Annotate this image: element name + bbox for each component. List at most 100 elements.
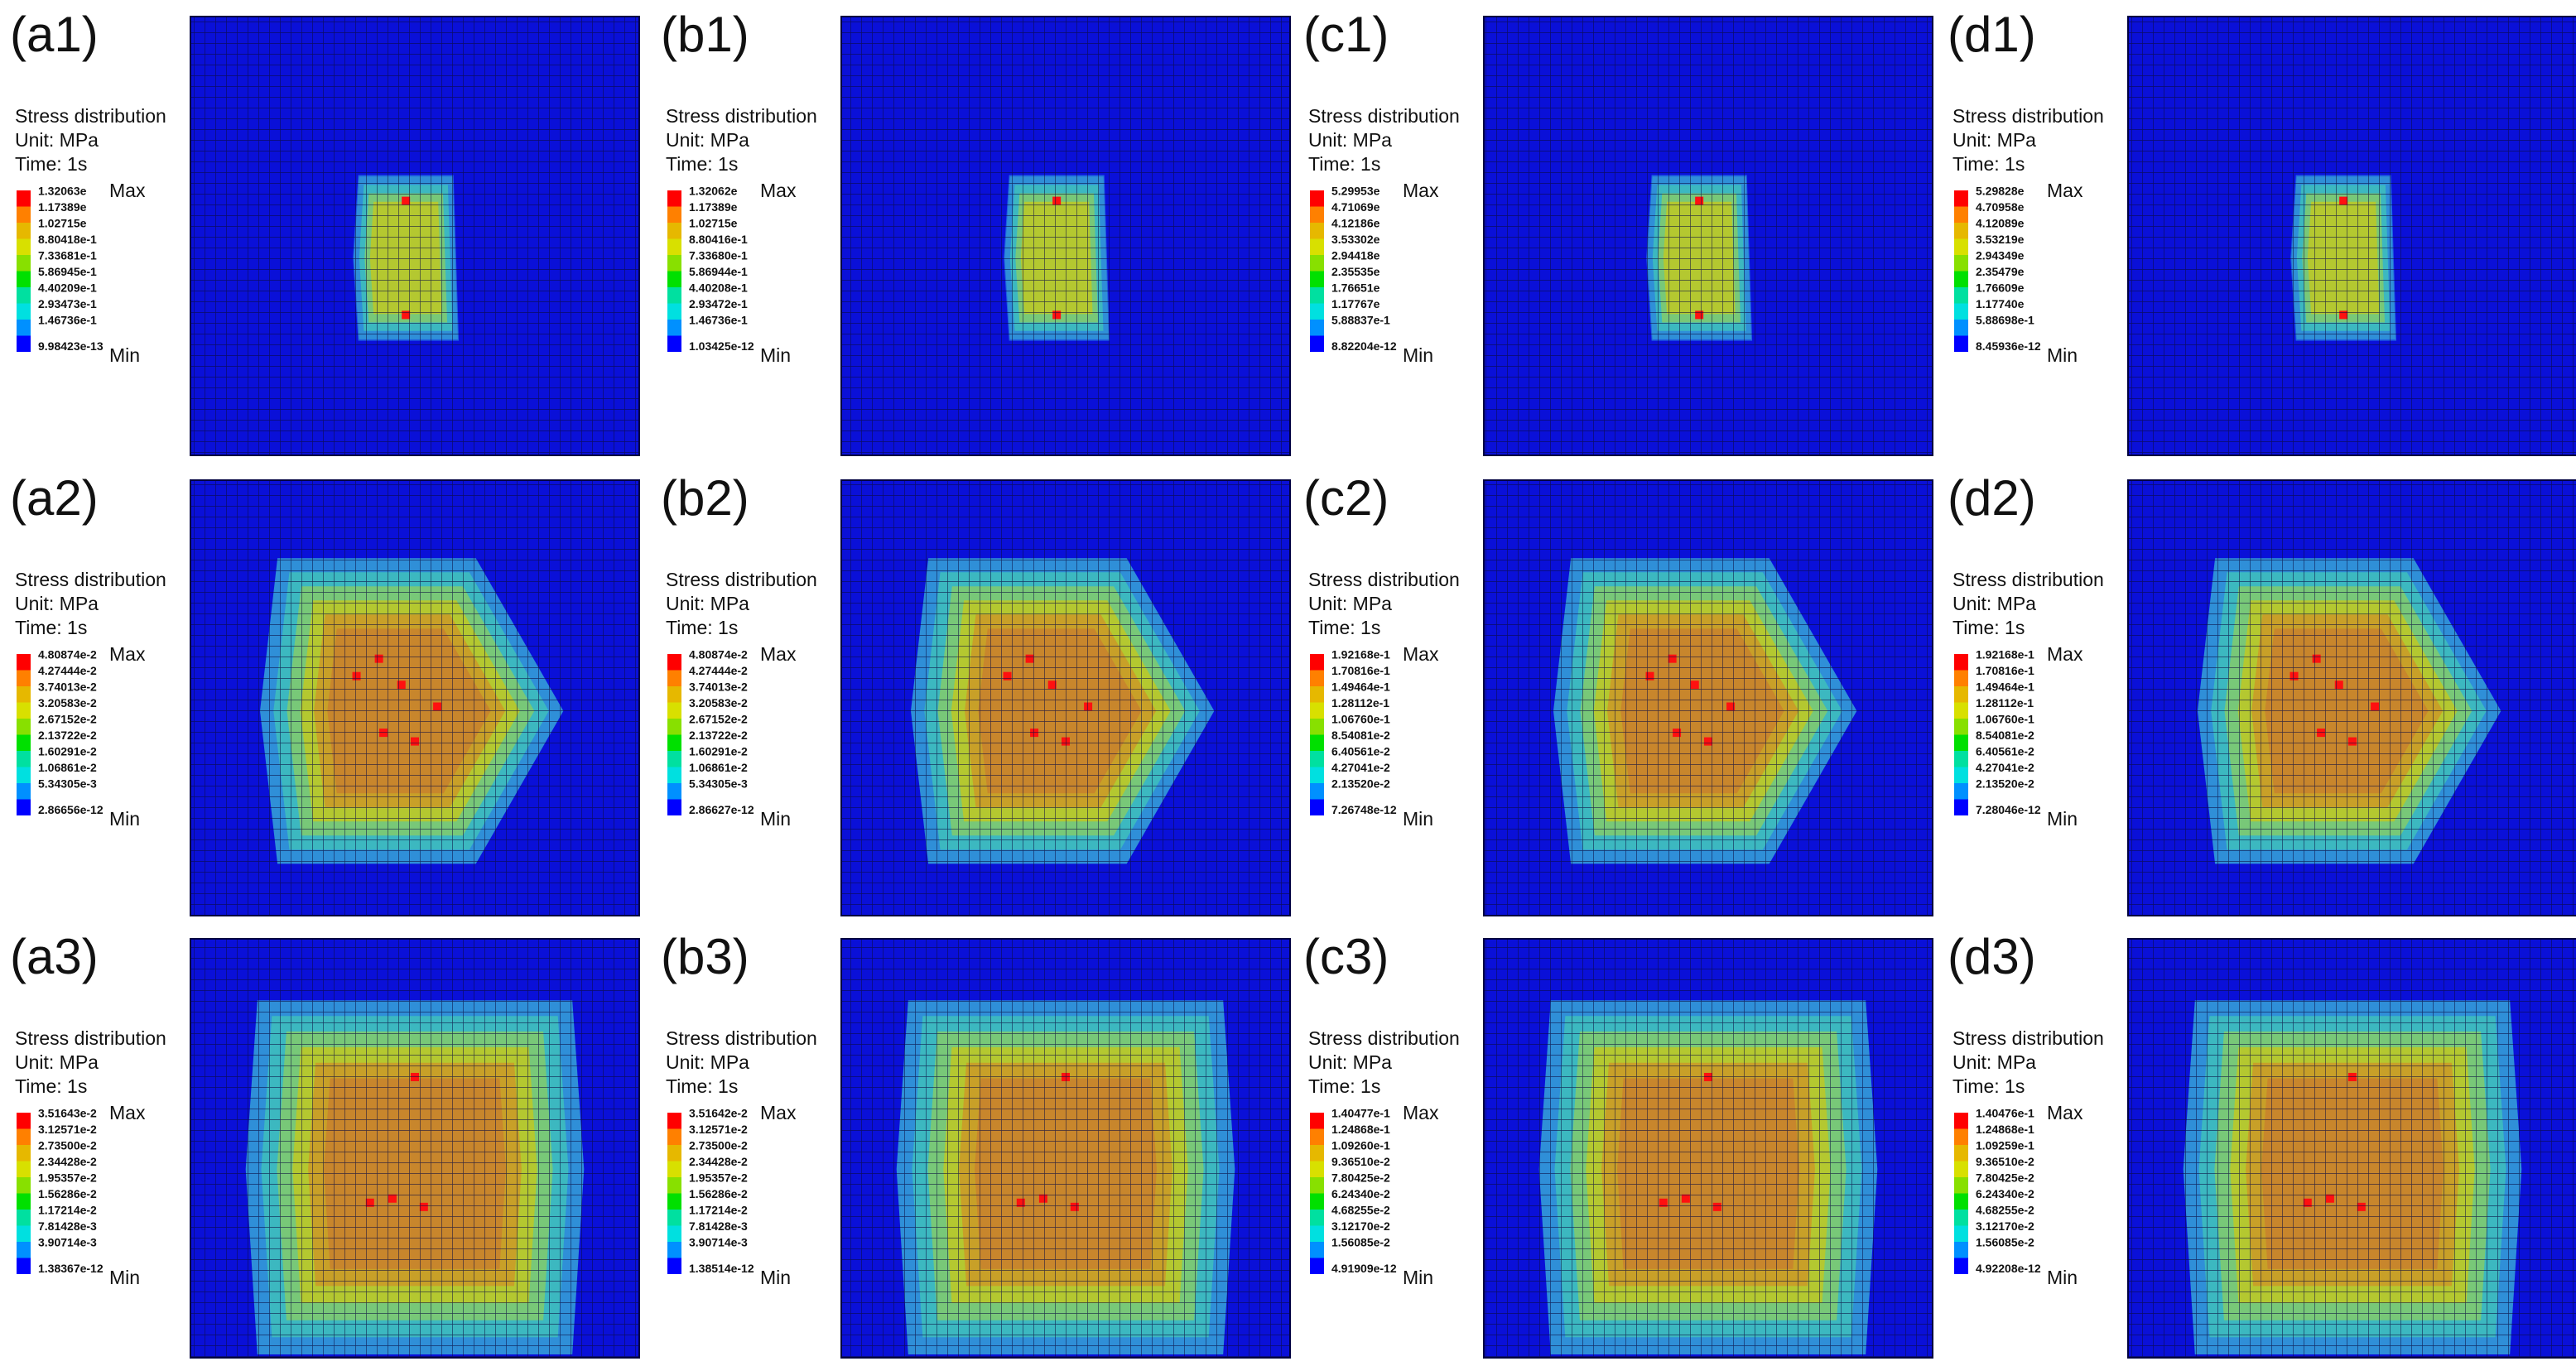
panel-label: (d2) [1948,470,2036,526]
legend-swatch [1310,1258,1324,1274]
panel-label: (d1) [1948,7,2036,62]
legend-value: 4.91909e-12 [1331,1262,1397,1275]
legend-title: Stress distribution [15,105,166,127]
legend-value: 2.93472e-1 [689,297,748,310]
mesh [1484,480,1933,916]
legend-swatch [1954,719,1968,735]
legend-value: 3.74013e-2 [38,681,97,694]
legend-value: 5.88837e-1 [1331,314,1390,327]
legend-value: 1.49464e-1 [1331,681,1390,694]
legend-swatch [17,799,31,815]
mesh [2128,480,2576,916]
contour-plot [2127,16,2576,456]
legend-swatch [1954,1258,1968,1274]
legend-min: Min [760,344,791,366]
legend-value: 2.73500e-2 [689,1139,748,1152]
legend-unit: Unit: MPa [666,129,749,151]
legend-value: 3.12571e-2 [689,1123,748,1136]
legend-value: 4.27444e-2 [689,664,748,677]
legend-value: 1.56085e-2 [1331,1236,1390,1249]
plot-frame [190,16,640,456]
legend-swatch [1954,767,1968,783]
legend-swatch [1310,335,1324,352]
legend-swatch [667,1161,681,1177]
legend-swatch [667,238,681,255]
legend-unit: Unit: MPa [1308,1051,1392,1073]
legend-swatch [1310,271,1324,287]
legend-swatch [1310,1113,1324,1129]
legend-value: 7.33680e-1 [689,249,748,262]
mesh [190,939,639,1358]
legend-swatch [17,271,31,287]
legend-value: 1.28112e-1 [1331,696,1389,709]
contour-plot [840,938,1291,1359]
legend-min: Min [760,808,791,830]
legend-value: 4.70958e [1976,200,2025,214]
legend-time: Time: 1s [1308,617,1380,638]
legend-value: 1.28112e-1 [1976,696,2034,709]
legend-max: Max [109,1102,146,1123]
plot-frame [2127,16,2576,456]
legend-swatch [1954,303,1968,320]
legend-max: Max [2047,643,2083,665]
legend-min: Min [109,1267,140,1288]
legend-min: Min [2047,808,2078,830]
legend-value: 2.93473e-1 [38,297,97,310]
legend-value: 1.17214e-2 [689,1204,748,1217]
legend-value: 4.71069e [1331,200,1380,214]
legend-value: 6.24340e-2 [1331,1187,1390,1200]
legend-value: 1.17389e [38,200,87,214]
legend-swatch [1954,1225,1968,1242]
legend-swatch [1310,255,1324,272]
legend-value: 1.38367e-12 [38,1262,104,1275]
legend-max: Max [2047,180,2083,201]
legend-value: 4.80874e-2 [38,648,97,661]
contour-plot [190,479,640,916]
legend-value: 2.86627e-12 [689,803,754,816]
legend-swatch [1954,1128,1968,1145]
legend-value: 1.56286e-2 [38,1187,97,1200]
legend-value: 1.49464e-1 [1976,681,2034,694]
legend-swatch [17,1177,31,1194]
legend-time: Time: 1s [1952,617,2025,638]
legend-time: Time: 1s [1952,153,2025,175]
legend-swatch [17,255,31,272]
legend-unit: Unit: MPa [666,1051,749,1073]
legend-swatch [17,734,31,751]
legend-value: 1.56286e-2 [689,1187,748,1200]
plot-frame [1483,16,1933,456]
legend-time: Time: 1s [1308,1075,1380,1097]
legend-value: 3.12170e-2 [1331,1219,1390,1233]
legend-swatch [17,751,31,767]
plot-frame [190,938,640,1359]
legend-swatch [1310,223,1324,239]
legend-swatch [1954,783,1968,800]
legend-swatch [17,238,31,255]
legend-value: 2.67152e-2 [689,713,748,726]
legend-time: Time: 1s [15,617,87,638]
legend-value: 2.13722e-2 [689,729,748,742]
legend-value: 8.80416e-1 [689,233,748,246]
legend-value: 4.80874e-2 [689,648,748,661]
panel-label: (c2) [1303,470,1389,526]
legend-swatch [667,751,681,767]
legend-swatch [1954,702,1968,719]
legend-value: 1.24868e-1 [1976,1123,2034,1136]
mesh [2128,17,2576,455]
legend-value: 2.34428e-2 [689,1155,748,1168]
panel-label: (a3) [10,929,99,984]
legend-swatch [667,783,681,800]
legend-swatch [1954,799,1968,815]
legend-title: Stress distribution [666,1027,817,1049]
legend-swatch [17,767,31,783]
legend-time: Time: 1s [15,153,87,175]
legend-value: 1.06760e-1 [1331,713,1390,726]
legend-swatch [667,1242,681,1258]
legend-swatch [17,1210,31,1226]
legend-value: 5.88698e-1 [1976,314,2034,327]
legend-value: 3.53219e [1976,233,2025,246]
legend-value: 3.20583e-2 [689,696,748,709]
